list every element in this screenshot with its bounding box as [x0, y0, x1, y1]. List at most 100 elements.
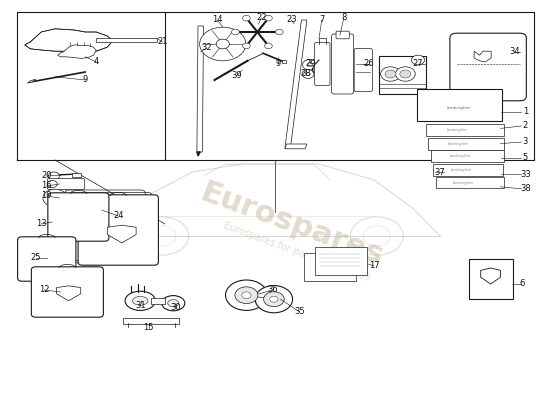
Circle shape	[235, 287, 258, 304]
Text: 9: 9	[275, 60, 280, 68]
FancyBboxPatch shape	[123, 318, 179, 324]
Text: 17: 17	[368, 262, 379, 270]
Circle shape	[411, 55, 425, 65]
Circle shape	[302, 60, 317, 70]
Polygon shape	[72, 173, 81, 177]
Text: 25: 25	[30, 254, 41, 262]
FancyBboxPatch shape	[450, 33, 526, 101]
Text: 20: 20	[41, 172, 52, 180]
Text: 31: 31	[135, 302, 146, 310]
FancyBboxPatch shape	[18, 237, 76, 281]
Polygon shape	[285, 20, 307, 148]
FancyBboxPatch shape	[469, 259, 513, 299]
Polygon shape	[197, 152, 200, 156]
FancyBboxPatch shape	[436, 177, 504, 188]
Text: lamborghini: lamborghini	[448, 142, 469, 146]
Text: 39: 39	[231, 72, 242, 80]
Text: Eurospares for parts since 1989: Eurospares for parts since 1989	[222, 221, 372, 283]
Text: 28: 28	[300, 70, 311, 78]
Text: 19: 19	[41, 192, 52, 200]
Text: 15: 15	[143, 324, 154, 332]
Circle shape	[270, 296, 278, 302]
Circle shape	[232, 29, 239, 35]
Circle shape	[242, 292, 251, 298]
FancyBboxPatch shape	[336, 31, 349, 39]
Polygon shape	[151, 298, 165, 304]
Circle shape	[302, 70, 314, 78]
Text: lamborghini: lamborghini	[450, 154, 471, 158]
Text: 13: 13	[36, 220, 47, 228]
Ellipse shape	[168, 300, 179, 307]
Polygon shape	[474, 51, 491, 62]
Text: lamborghini: lamborghini	[453, 181, 474, 185]
Text: 6: 6	[520, 280, 525, 288]
FancyBboxPatch shape	[379, 56, 426, 94]
FancyBboxPatch shape	[332, 34, 354, 94]
Text: 9: 9	[82, 76, 88, 84]
Text: 29: 29	[305, 60, 316, 68]
Text: lamborghini: lamborghini	[447, 106, 471, 110]
Polygon shape	[58, 45, 96, 58]
Text: 5: 5	[522, 154, 528, 162]
Text: 3: 3	[522, 138, 528, 146]
Circle shape	[263, 292, 284, 307]
Circle shape	[385, 70, 396, 78]
Text: 27: 27	[412, 60, 424, 68]
Circle shape	[307, 63, 312, 67]
Polygon shape	[96, 38, 157, 42]
FancyBboxPatch shape	[426, 124, 504, 136]
Text: Eurospares: Eurospares	[196, 178, 387, 270]
Circle shape	[306, 72, 310, 76]
Text: 32: 32	[201, 44, 212, 52]
Circle shape	[43, 189, 67, 207]
Polygon shape	[282, 60, 286, 63]
Text: 16: 16	[41, 182, 52, 190]
Circle shape	[395, 67, 415, 81]
Text: 1: 1	[522, 108, 528, 116]
Text: lamborghini: lamborghini	[450, 168, 472, 172]
FancyBboxPatch shape	[304, 253, 356, 281]
FancyBboxPatch shape	[431, 150, 504, 162]
Text: 22: 22	[256, 14, 267, 22]
FancyBboxPatch shape	[428, 138, 504, 150]
Circle shape	[265, 43, 272, 49]
Polygon shape	[285, 144, 307, 149]
FancyBboxPatch shape	[47, 178, 85, 190]
Circle shape	[243, 43, 250, 49]
Text: 30: 30	[170, 304, 182, 312]
Circle shape	[265, 15, 272, 21]
Circle shape	[216, 39, 229, 49]
Text: 34: 34	[509, 48, 520, 56]
Text: 2: 2	[522, 122, 528, 130]
FancyBboxPatch shape	[31, 267, 103, 317]
Text: lamborghini: lamborghini	[447, 128, 468, 132]
Text: 12: 12	[39, 286, 50, 294]
Ellipse shape	[133, 296, 148, 305]
FancyBboxPatch shape	[417, 89, 502, 121]
Circle shape	[381, 67, 400, 81]
FancyBboxPatch shape	[315, 247, 367, 275]
Text: 8: 8	[341, 14, 346, 22]
Ellipse shape	[162, 296, 185, 311]
Text: 7: 7	[319, 16, 324, 24]
Circle shape	[255, 286, 293, 313]
Text: 4: 4	[94, 58, 99, 66]
FancyBboxPatch shape	[354, 48, 372, 92]
Circle shape	[226, 280, 267, 310]
Circle shape	[48, 172, 59, 180]
Ellipse shape	[125, 291, 155, 310]
Text: 24: 24	[113, 212, 124, 220]
Polygon shape	[197, 26, 204, 152]
Text: 33: 33	[520, 170, 531, 178]
FancyBboxPatch shape	[48, 193, 109, 241]
Circle shape	[50, 194, 60, 202]
FancyBboxPatch shape	[315, 42, 330, 86]
Text: 36: 36	[267, 286, 278, 294]
Text: 14: 14	[212, 16, 223, 24]
Text: 35: 35	[294, 308, 305, 316]
Text: 26: 26	[363, 60, 374, 68]
Circle shape	[243, 15, 250, 21]
Text: 38: 38	[520, 184, 531, 193]
FancyBboxPatch shape	[78, 195, 158, 265]
Polygon shape	[108, 225, 136, 243]
